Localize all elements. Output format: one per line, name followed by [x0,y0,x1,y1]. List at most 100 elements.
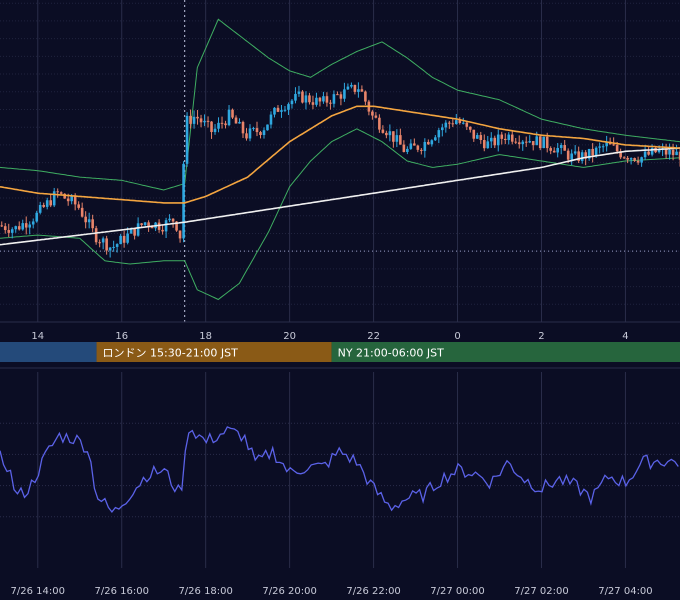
candle-body [14,226,18,230]
candle-body [430,140,434,145]
candle-body [458,120,462,124]
x-tick-label: 14 [31,331,44,342]
candle-body [84,216,87,223]
candle-body [73,196,77,205]
candle-body [409,143,413,149]
candle-body [416,145,420,150]
candle-body [427,141,430,145]
candle-body [133,228,136,236]
x-datetime-tick-label: 7/27 02:00 [514,586,568,597]
candle-body [308,95,311,103]
candle-body [157,222,161,230]
candle-body [542,136,546,149]
candle-body [252,128,255,130]
candle-body [199,118,203,123]
candle-body [626,157,629,160]
candle-body [140,223,143,225]
candle-body [612,144,615,146]
candle-body [136,223,140,236]
candle-body [147,222,150,227]
candle-body [283,109,287,111]
candle-body [0,225,4,227]
candle-body [486,141,490,149]
candle-body [126,233,129,243]
candle-body [587,148,591,159]
candle-body [94,228,98,243]
candle-body [678,151,680,160]
candle-body [598,146,601,148]
candle-body [248,128,252,139]
candle-body [297,91,301,94]
x-datetime-tick-label: 7/26 18:00 [178,586,232,597]
moving-average-long-line [0,147,680,246]
candle-body [315,97,318,105]
candle-body [346,86,350,90]
candle-body [196,116,199,119]
candle-body [423,141,427,151]
session-block [331,342,680,362]
candle-body [171,218,175,222]
x-datetime-tick-label: 7/26 14:00 [11,586,65,597]
candle-body [108,247,112,251]
candle-body [56,191,59,193]
candle-body [573,151,577,154]
oscillator-pane[interactable] [0,367,680,568]
candle-body [245,133,248,139]
candle-body [420,149,423,151]
candle-body [206,120,210,122]
candle-body [489,137,493,142]
candle-body [150,226,154,229]
candle-body [580,152,584,161]
candle-body [339,94,343,99]
candle-body [98,242,101,244]
candle-body [402,144,406,152]
candle-body [451,123,455,125]
candle-body [605,141,608,147]
candle-body [325,96,329,103]
candle-body [322,96,325,102]
candle-body [633,158,636,161]
candle-body [640,157,643,163]
session-label: ロンドン 15:30-21:00 JST [103,347,239,360]
candle-body [112,246,115,248]
candle-body [42,204,46,207]
candle-body [500,134,504,139]
candle-body [49,200,52,206]
candle-body [80,207,84,217]
candle-body [290,100,294,105]
candle-body [496,134,500,146]
candle-body [28,224,32,228]
candle-body [63,193,66,199]
candle-body [413,143,416,146]
candle-body [591,148,594,156]
candle-body [227,109,231,126]
candle-body [287,104,290,110]
candle-body [231,109,234,118]
candle-body [329,102,332,104]
candle-body [353,84,357,92]
candle-body [259,132,262,135]
candle-body [35,212,39,222]
moving-average-short-line [0,105,680,204]
candle-body [465,122,469,127]
candle-body [70,196,73,202]
candle-body [38,204,42,213]
candle-body [622,157,626,159]
candle-body [280,110,283,112]
candle-body [168,218,171,221]
candle-body [66,198,70,202]
candle-body [241,121,245,134]
candle-body [647,151,650,155]
candle-body [17,226,21,230]
candle-body [479,135,483,140]
candle-body [556,147,559,153]
candle-body [531,141,535,146]
candle-body [395,135,399,142]
candle-body [3,226,7,231]
candle-body [461,122,465,124]
price-pane[interactable] [0,0,680,323]
x-tick-label: 20 [283,331,296,342]
candle-body [164,220,168,232]
candle-body [52,191,56,206]
